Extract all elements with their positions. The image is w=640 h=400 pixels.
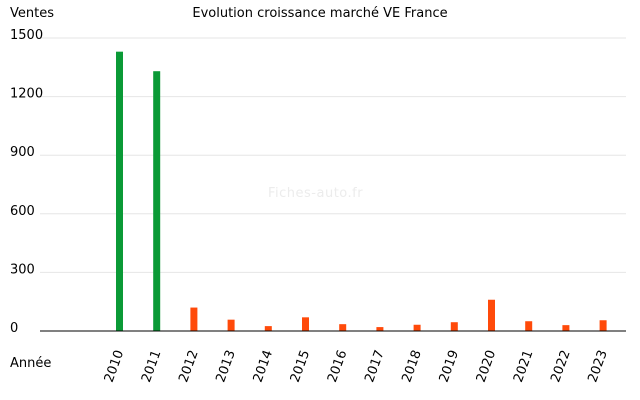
y-tick-label: 1500: [10, 28, 43, 43]
x-tick-label: 2012: [176, 348, 201, 384]
x-tick-label: 2014: [251, 348, 276, 384]
bar-2023: [599, 320, 607, 331]
x-tick-label: 2013: [213, 348, 238, 384]
x-tick-label: 2021: [511, 348, 536, 384]
y-tick-label: 900: [10, 145, 35, 160]
bar-2021: [525, 321, 533, 331]
bar-2019: [450, 322, 458, 331]
y-tick-label: 600: [10, 204, 35, 219]
x-tick-label: 2010: [102, 348, 127, 384]
bar-2017: [376, 327, 384, 331]
x-tick-label: 2011: [139, 348, 164, 384]
y-axis-label: Ventes: [10, 6, 54, 21]
x-tick-label: 2017: [362, 348, 387, 384]
x-tick-label: 2016: [325, 348, 350, 384]
x-tick-label: 2015: [288, 348, 313, 384]
bar-2013: [227, 319, 235, 331]
bar-2022: [562, 325, 570, 331]
bar-2012: [190, 307, 198, 331]
watermark-text: Fiches-auto.fr: [268, 186, 364, 201]
y-tick-label: 0: [10, 321, 18, 336]
x-tick-label: 2020: [474, 348, 499, 384]
bar-2016: [339, 324, 347, 331]
bar-2018: [413, 324, 421, 331]
y-tick-label: 300: [10, 262, 35, 277]
x-tick-label: 2022: [548, 348, 573, 384]
bar-2014: [264, 326, 272, 331]
y-tick-label: 1200: [10, 87, 43, 102]
bar-2010: [116, 51, 123, 331]
x-tick-label: 2023: [585, 348, 610, 384]
x-tick-label: 2019: [437, 348, 462, 384]
chart-title: Evolution croissance marché VE France: [192, 6, 448, 21]
bar-2015: [302, 317, 309, 331]
bar-2011: [153, 71, 161, 331]
x-tick-label: 2018: [399, 348, 424, 384]
x-axis-label: Année: [10, 356, 52, 371]
bar-2020: [488, 299, 495, 331]
